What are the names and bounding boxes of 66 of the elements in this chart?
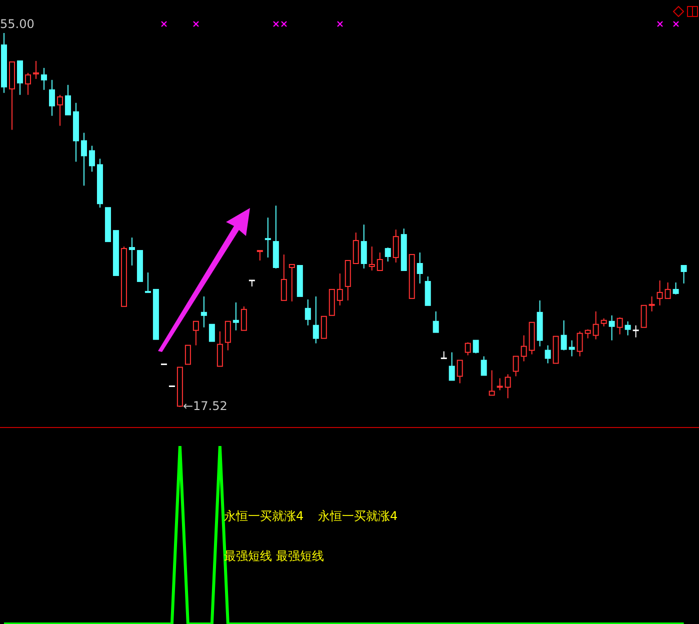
candlestick <box>352 232 359 264</box>
candlestick <box>256 250 263 262</box>
candlestick <box>232 302 239 331</box>
candlestick <box>184 344 191 365</box>
candlestick <box>48 79 55 116</box>
candlestick <box>16 60 23 96</box>
candlestick <box>480 356 487 376</box>
candlestick <box>248 280 256 287</box>
candlestick <box>320 316 327 339</box>
candlestick <box>456 360 463 384</box>
candlestick <box>368 246 375 271</box>
candlestick <box>488 370 495 396</box>
candlestick <box>640 304 647 328</box>
annotation: 最强短线 <box>276 548 324 565</box>
candlestick <box>496 378 503 391</box>
candlestick <box>512 356 519 377</box>
candlestick <box>392 229 399 264</box>
candlestick <box>664 282 671 299</box>
candlestick <box>144 272 151 293</box>
candlestick <box>40 67 47 90</box>
candlestick <box>336 272 343 306</box>
candlestick <box>304 298 311 326</box>
candlestick <box>288 264 295 302</box>
candlestick <box>128 237 135 266</box>
candlestick <box>544 344 551 364</box>
candlestick <box>608 314 615 341</box>
annotation: 永恒一买就涨4 <box>318 508 398 525</box>
candlestick <box>376 252 383 271</box>
candlestick <box>464 342 471 356</box>
candlestick <box>424 276 431 306</box>
candlestick <box>224 320 231 351</box>
candlestick <box>576 330 583 357</box>
candlestick <box>280 254 287 301</box>
candlestick <box>200 296 207 328</box>
candlestick <box>384 247 391 262</box>
candlestick <box>568 340 575 357</box>
candlestick <box>56 94 63 126</box>
candlestick <box>192 320 199 346</box>
candlestick <box>448 352 455 381</box>
candlestick <box>80 132 87 186</box>
candlestick <box>312 296 319 344</box>
candlestick <box>24 72 31 96</box>
text: 55.00 <box>0 17 34 31</box>
candlestick <box>64 84 71 116</box>
candlestick <box>216 330 223 367</box>
candlestick <box>264 217 271 258</box>
candlestick <box>680 265 687 284</box>
candlestick <box>592 310 599 340</box>
candlestick <box>520 334 527 362</box>
candlestick <box>672 282 679 295</box>
candlestick <box>504 374 511 399</box>
candlestick <box>208 324 215 342</box>
annotation: ←17.52 <box>182 399 228 413</box>
candlestick <box>472 340 479 354</box>
candlestick <box>432 310 439 333</box>
candlestick <box>88 145 95 172</box>
candlestick <box>32 60 39 80</box>
candlestick <box>360 224 367 269</box>
candlestick <box>240 306 247 331</box>
candlestick <box>560 320 567 351</box>
candlestick <box>624 320 631 336</box>
candlestick <box>656 280 663 306</box>
candlestick <box>616 316 623 335</box>
candlestick <box>648 296 655 312</box>
candlestick <box>632 324 640 338</box>
candlestick <box>416 252 423 284</box>
